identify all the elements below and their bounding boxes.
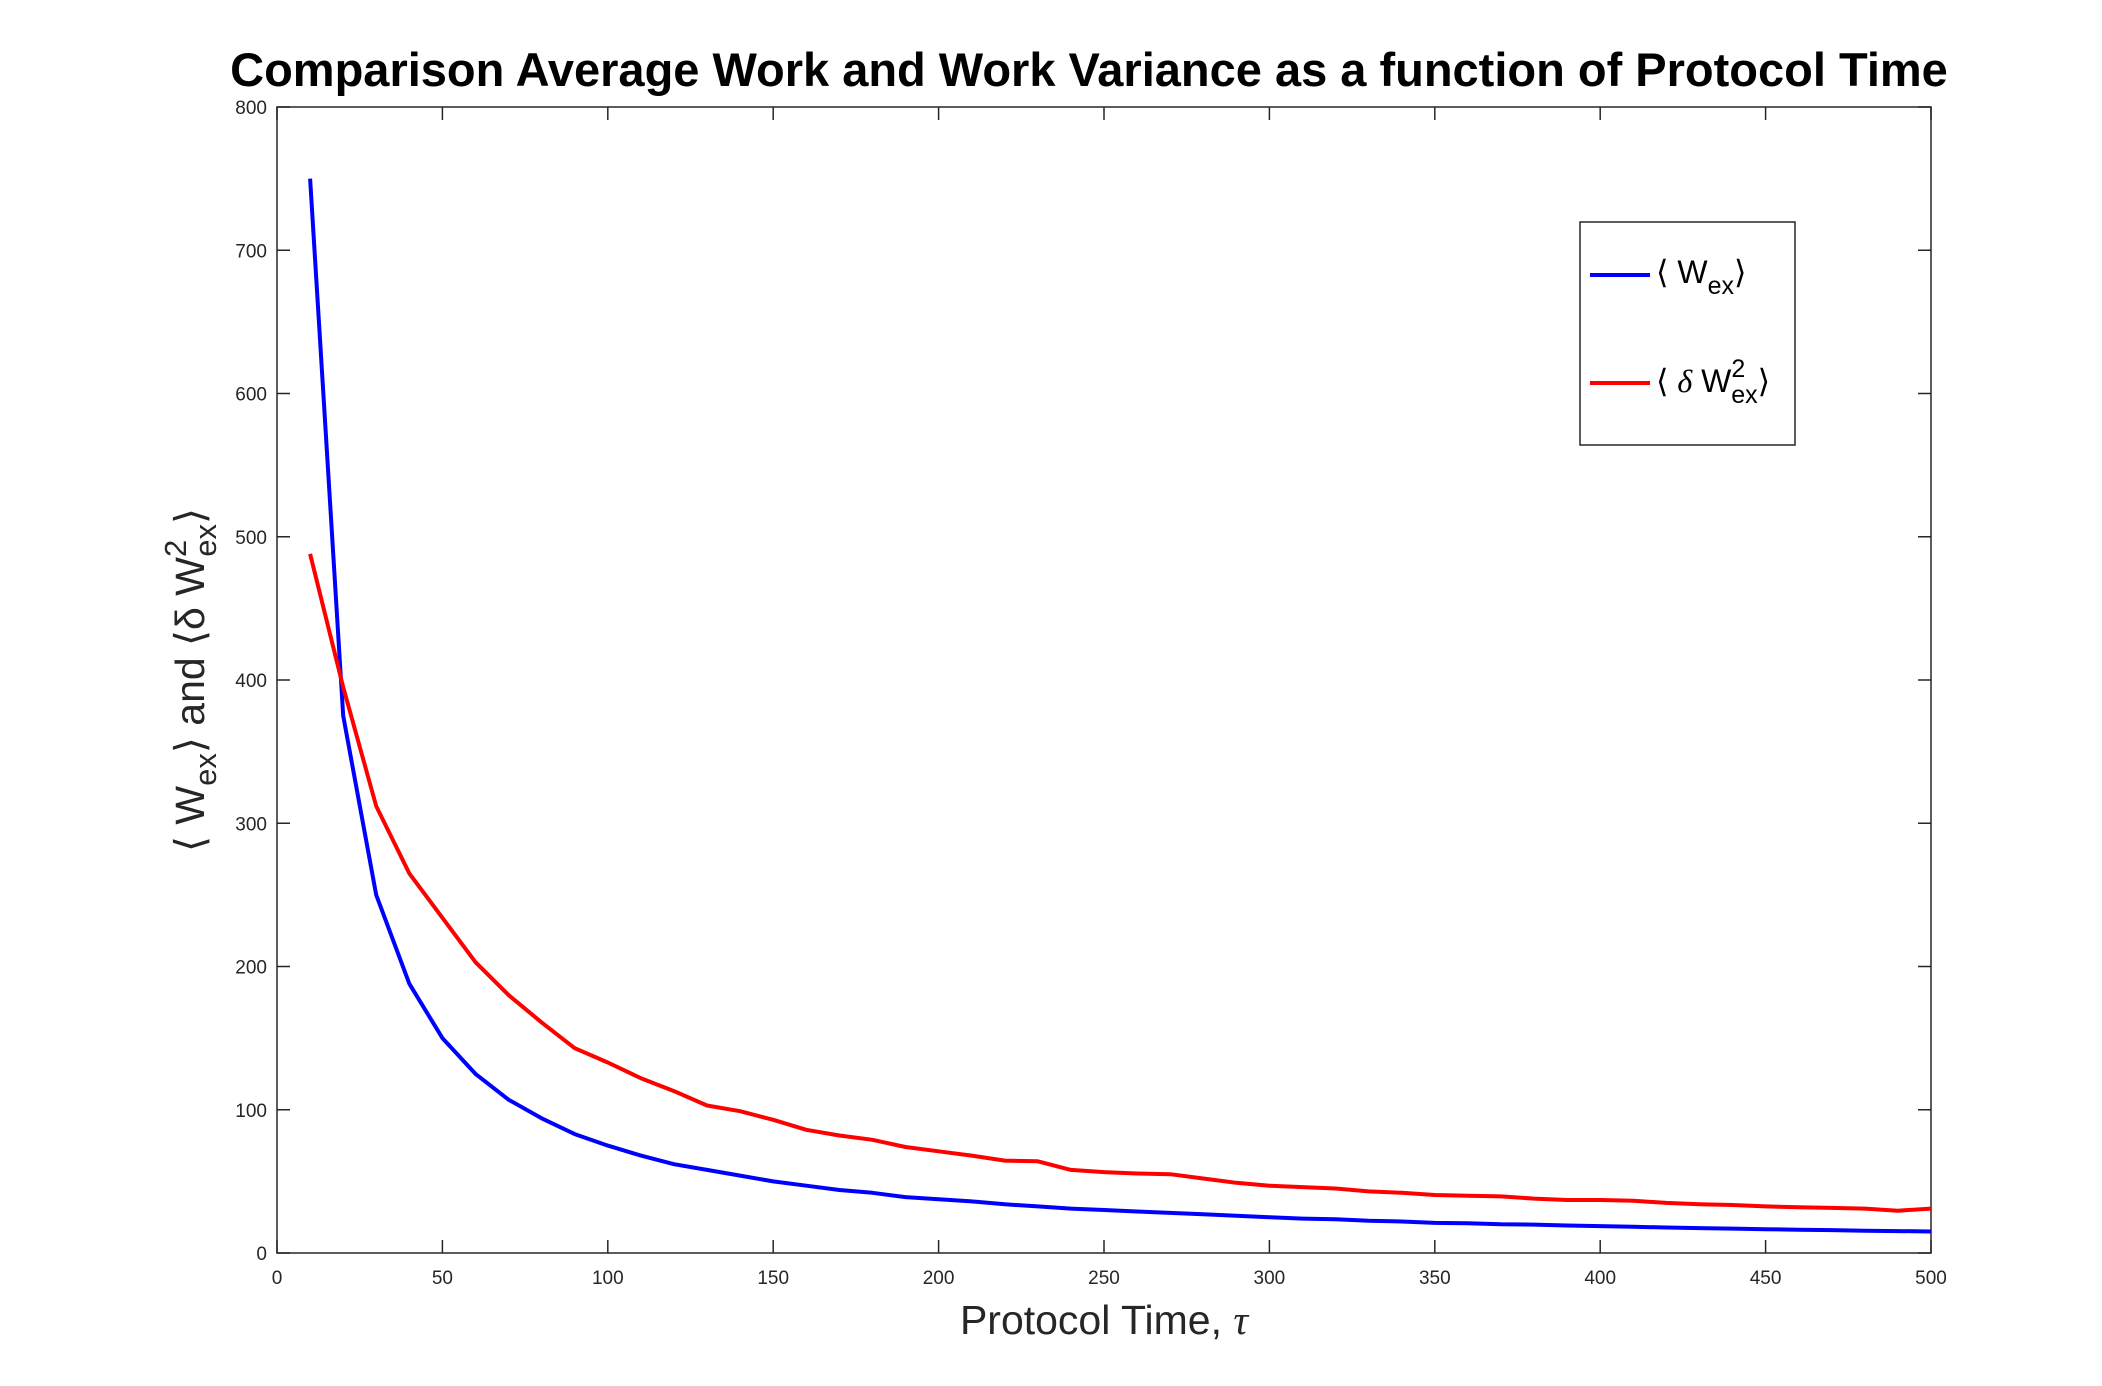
x-tick-label: 450 [1750, 1268, 1782, 1289]
legend-label-work: ⟨ Wex⟩ [1656, 254, 1746, 300]
x-tick-label: 300 [1254, 1268, 1286, 1289]
y-axis: 0 100 200 300 400 500 600 700 800 [235, 98, 1931, 1265]
y-tick-label: 500 [235, 528, 267, 549]
y-tick-label: 100 [235, 1101, 267, 1122]
series-lines [308, 178, 1932, 1234]
y-tick-label: 0 [256, 1244, 267, 1265]
x-tick-label: 250 [1088, 1268, 1120, 1289]
y-tick-label: 300 [235, 814, 267, 835]
x-tick-label: 200 [923, 1268, 955, 1289]
y-axis-label: ⟨ Wex⟩ and ⟨δ W2ex⟩ [158, 508, 223, 852]
y-tick-label: 600 [235, 385, 267, 406]
x-axis: 0 50 100 150 200 250 300 350 400 450 500 [272, 107, 1947, 1289]
series-line-average-work [308, 178, 1932, 1234]
x-tick-label: 350 [1419, 1268, 1451, 1289]
x-tick-label: 500 [1915, 1268, 1947, 1289]
x-tick-label: 100 [592, 1268, 624, 1289]
x-tick-label: 400 [1584, 1268, 1616, 1289]
x-tick-label: 150 [757, 1268, 789, 1289]
y-tick-label: 700 [235, 241, 267, 262]
series-line-work-variance [308, 553, 1932, 1213]
chart-title: Comparison Average Work and Work Varianc… [230, 43, 1948, 96]
y-tick-label: 400 [235, 671, 267, 692]
legend-label-variance: ⟨ δ W2 ex⟩ [1656, 355, 1770, 409]
legend-box [1579, 221, 1796, 446]
y-tick-label: 800 [235, 98, 267, 119]
y-tick-label: 200 [235, 958, 267, 979]
x-tick-label: 50 [432, 1268, 453, 1289]
x-axis-label: Protocol Time, τ [960, 1297, 1249, 1343]
legend: ⟨ Wex⟩ ⟨ δ W2 ex⟩ [1579, 221, 1796, 446]
x-tick-label: 0 [272, 1268, 283, 1289]
